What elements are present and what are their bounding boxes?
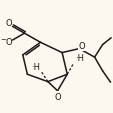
Text: O: O: [78, 42, 85, 51]
Text: −: −: [0, 36, 6, 42]
Text: O: O: [5, 37, 12, 46]
Text: ·H: ·H: [75, 54, 84, 63]
Text: O: O: [54, 92, 60, 101]
Text: O: O: [5, 19, 12, 28]
Text: ·H: ·H: [31, 62, 40, 71]
